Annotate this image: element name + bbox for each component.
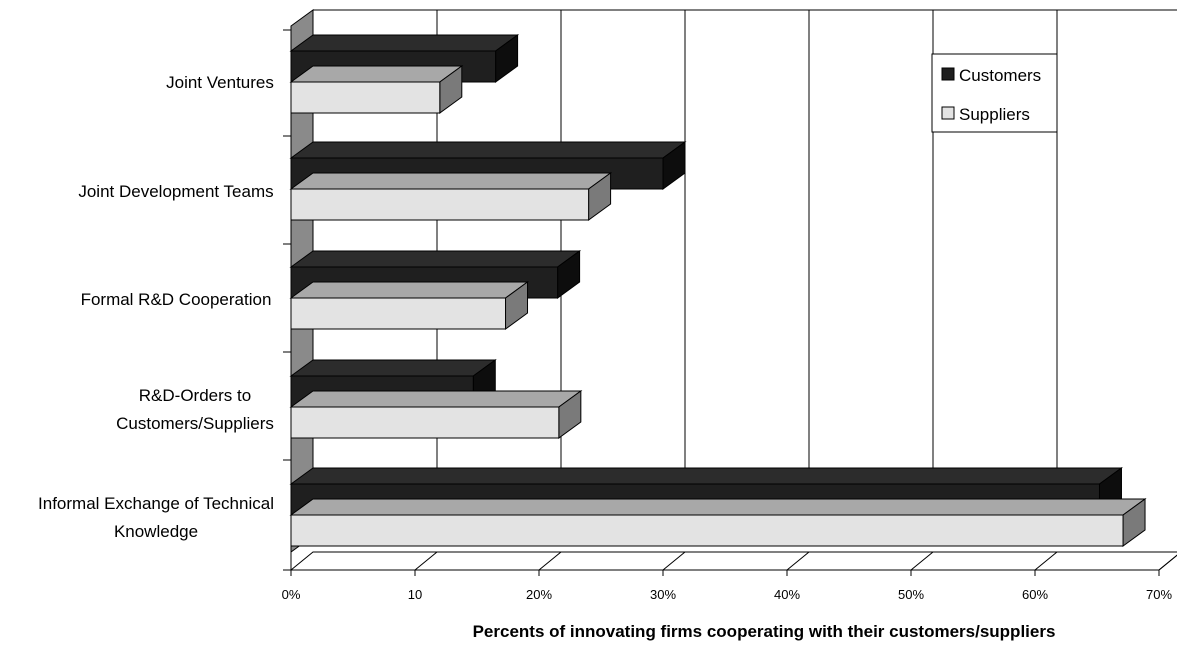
bar-top-face — [289, 250, 582, 268]
x-tick-label: 30% — [650, 587, 676, 602]
legend-swatch-customers — [941, 67, 955, 81]
bar-top-face — [289, 281, 530, 299]
bar-top-face — [289, 34, 520, 52]
x-tick-label: 50% — [898, 587, 924, 602]
category-label: Formal R&D Cooperation — [81, 290, 272, 309]
category-label: Customers/Suppliers — [116, 414, 274, 433]
legend: Customers Suppliers — [931, 53, 1058, 133]
bar-suppliers — [289, 390, 583, 439]
x-tick-label: 20% — [526, 587, 552, 602]
x-tick-label: 0% — [282, 587, 301, 602]
category-label: Knowledge — [114, 522, 198, 541]
category-labels: Joint Ventures Joint Development Teams For… — [38, 73, 274, 541]
floor-gridline — [414, 551, 438, 571]
floor-gridline — [786, 551, 810, 571]
bar-top-face — [289, 141, 687, 159]
category-label: R&D-Orders to — [139, 386, 251, 405]
floor-gridline — [662, 551, 686, 571]
legend-label-suppliers: Suppliers — [959, 105, 1030, 124]
category-label: Joint Development Teams — [78, 182, 273, 201]
x-tick-label: 40% — [774, 587, 800, 602]
x-tick-labels: 0% 10 20% 30% 40% 50% 60% 70% — [282, 587, 1173, 602]
bar-top-face — [289, 65, 464, 83]
bars — [289, 34, 1147, 547]
bar-front-face — [290, 514, 1124, 547]
x-axis-title: Percents of innovating firms cooperating… — [473, 622, 1056, 641]
bar-suppliers — [289, 172, 613, 221]
legend-label-customers: Customers — [959, 66, 1041, 85]
bar-top-face — [289, 359, 497, 377]
bar-front-face — [290, 406, 560, 439]
bar-suppliers — [289, 498, 1147, 547]
category-label: Joint Ventures — [166, 73, 274, 92]
bar-top-face — [289, 390, 583, 408]
x-tick-label: 70% — [1146, 587, 1172, 602]
bar-top-face — [289, 498, 1147, 516]
floor-gridline — [1158, 554, 1177, 571]
legend-swatch-suppliers — [941, 106, 955, 120]
bar-front-face — [290, 297, 507, 330]
category-label: Informal Exchange of Technical — [38, 494, 274, 513]
floor — [289, 551, 1177, 571]
bar-top-face — [289, 467, 1124, 485]
bar-suppliers — [289, 281, 530, 330]
floor-gridline — [538, 551, 562, 571]
x-tick-label: 60% — [1022, 587, 1048, 602]
floor-gridline — [1034, 551, 1058, 571]
bar-suppliers — [289, 65, 464, 114]
floor-gridline — [910, 551, 934, 571]
bar-front-face — [290, 81, 441, 114]
bar-front-face — [290, 188, 590, 221]
bar-top-face — [289, 172, 613, 190]
x-tick-label: 10 — [408, 587, 422, 602]
